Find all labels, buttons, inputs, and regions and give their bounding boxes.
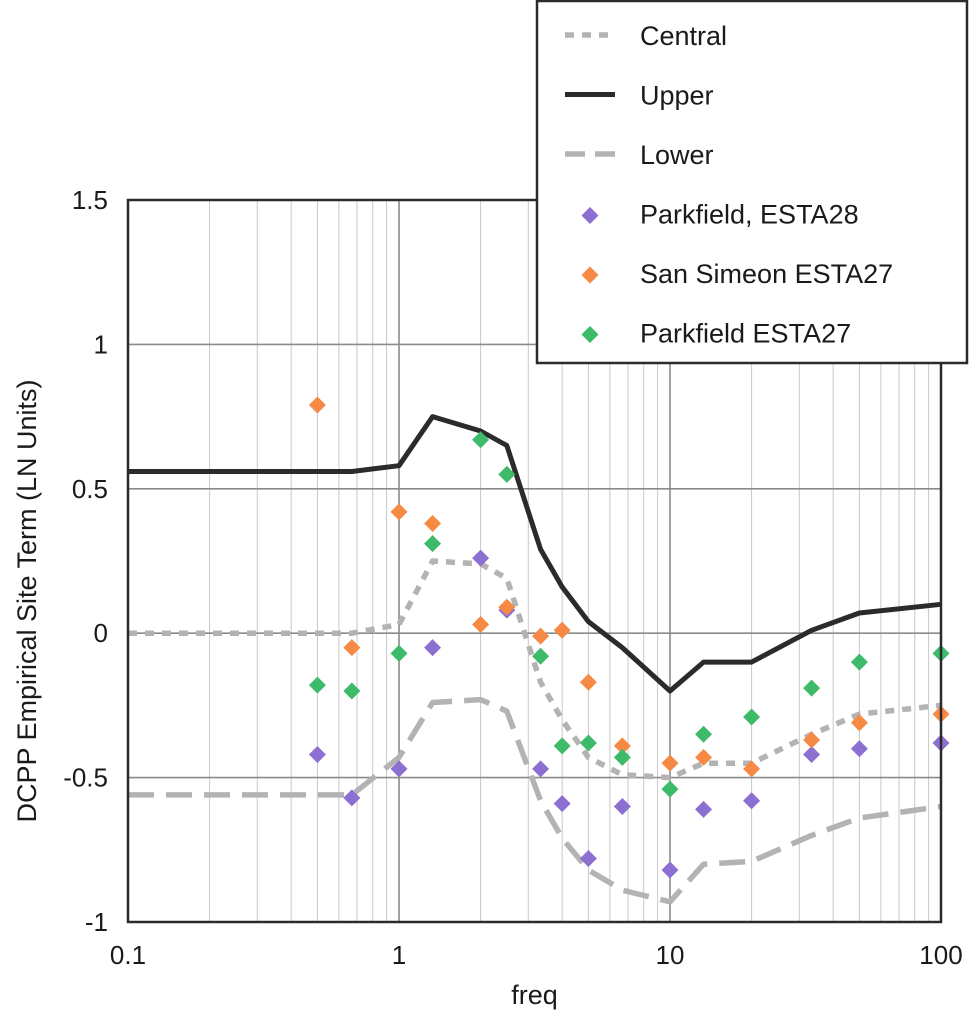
plot-frame: [126, 198, 943, 924]
y-axis-title: DCPP Empirical Site Term (LN Units): [12, 379, 42, 822]
point-parkfield-esta27: [579, 734, 597, 752]
y-tick-label: 0.5: [72, 474, 108, 504]
point-parkfield-esta27: [390, 644, 408, 662]
series-points: [308, 396, 950, 879]
point-san-simeon-esta27: [390, 503, 408, 521]
point-san-simeon-esta27: [498, 598, 516, 616]
x-tick-label: 0.1: [110, 940, 146, 970]
point-parkfield-esta28: [343, 789, 361, 807]
point-parkfield-esta27: [498, 465, 516, 483]
point-parkfield-esta28: [803, 745, 821, 763]
legend-label-lower: Lower: [640, 140, 714, 170]
legend-swatch-parkfield-esta28: [581, 207, 599, 224]
point-san-simeon-esta27: [661, 754, 679, 772]
point-parkfield-esta28: [532, 760, 550, 778]
point-parkfield-esta27: [695, 725, 713, 743]
series-lines: [128, 414, 942, 905]
point-parkfield-esta27: [850, 653, 868, 671]
legend-swatch-san-simeon-esta27: [581, 266, 599, 284]
point-parkfield-esta27: [308, 676, 326, 694]
point-san-simeon-esta27: [803, 731, 821, 749]
x-tick-labels: 0.1 1 10 100: [110, 940, 963, 970]
legend-label-central: Central: [640, 21, 727, 51]
point-parkfield-esta28: [553, 795, 571, 813]
y-tick-label: 1.5: [72, 185, 108, 215]
y-tick-label: 0: [94, 618, 108, 648]
point-parkfield-esta28: [308, 745, 326, 763]
point-san-simeon-esta27: [553, 621, 571, 639]
point-parkfield-esta28: [579, 849, 597, 867]
point-parkfield-esta27: [743, 708, 761, 726]
point-san-simeon-esta27: [613, 737, 631, 755]
legend: Central Upper Lower Parkfield, ESTA28 San Si…: [535, 0, 969, 365]
point-san-simeon-esta27: [472, 616, 490, 634]
x-tick-label: 1: [392, 940, 406, 970]
legend-box: [535, 0, 969, 365]
legend-label-san-simeon-esta27: San Simeon ESTA27: [640, 259, 893, 289]
point-parkfield-esta28: [390, 760, 408, 778]
point-parkfield-esta27: [803, 679, 821, 697]
point-parkfield-esta28: [743, 792, 761, 810]
point-parkfield-esta27: [343, 682, 361, 700]
point-san-simeon-esta27: [850, 714, 868, 732]
line-central: [128, 558, 942, 781]
point-parkfield-esta28: [424, 639, 442, 657]
legend-label-parkfield-esta28: Parkfield, ESTA28: [640, 200, 859, 230]
legend-label-parkfield-esta27: Parkfield ESTA27: [640, 319, 851, 349]
y-tick-label: -1: [85, 907, 108, 937]
point-parkfield-esta28: [850, 740, 868, 758]
point-san-simeon-esta27: [695, 748, 713, 766]
point-san-simeon-esta27: [532, 627, 550, 645]
line-upper: [128, 414, 942, 694]
y-tick-label: 1: [94, 329, 108, 359]
point-parkfield-esta27: [553, 737, 571, 755]
line-lower: [128, 696, 942, 905]
y-tick-label: -0.5: [63, 763, 108, 793]
x-axis-title: freq: [511, 980, 558, 1010]
point-parkfield-esta28: [613, 797, 631, 815]
y-tick-labels: 1.5 1 0.5 0 -0.5 -1: [63, 185, 108, 937]
point-san-simeon-esta27: [579, 673, 597, 691]
point-parkfield-esta27: [424, 535, 442, 553]
x-tick-label: 10: [656, 940, 685, 970]
point-san-simeon-esta27: [343, 639, 361, 657]
legend-swatch-parkfield-esta27: [581, 326, 599, 343]
point-parkfield-esta27: [472, 431, 490, 449]
point-san-simeon-esta27: [743, 760, 761, 778]
point-parkfield-esta27: [532, 647, 550, 665]
point-san-simeon-esta27: [308, 396, 326, 414]
point-parkfield-esta28: [661, 861, 679, 879]
point-parkfield-esta27: [661, 780, 679, 798]
point-parkfield-esta28: [695, 800, 713, 818]
legend-label-upper: Upper: [640, 81, 714, 111]
point-parkfield-esta28: [472, 549, 490, 567]
point-san-simeon-esta27: [424, 514, 442, 532]
x-tick-label: 100: [919, 940, 962, 970]
point-parkfield-esta27: [613, 748, 631, 766]
